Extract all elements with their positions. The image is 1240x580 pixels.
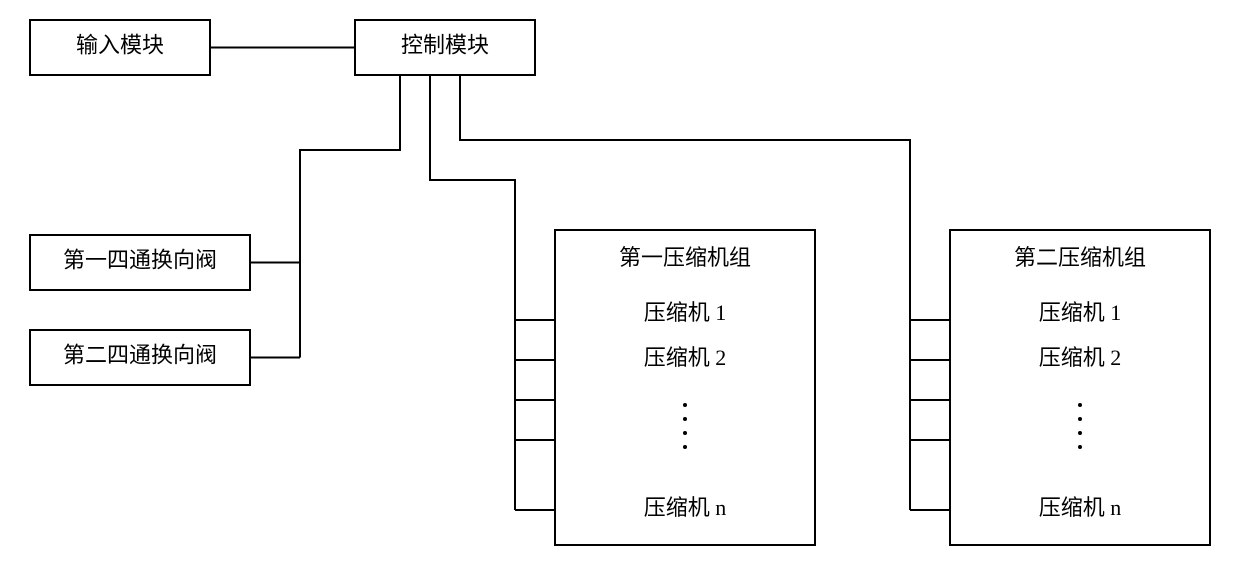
input-module-label: 输入模块 <box>76 33 164 58</box>
group1-line2: 压缩机 2 <box>644 345 727 370</box>
group1-dot <box>683 431 687 435</box>
wire-control-valve-trunk <box>300 75 400 358</box>
group1-dot <box>683 403 687 407</box>
group1-line1: 压缩机 1 <box>644 300 727 325</box>
group2-line2: 压缩机 2 <box>1039 345 1122 370</box>
group2-dot <box>1078 445 1082 449</box>
group1-linen: 压缩机 n <box>644 495 727 520</box>
group2-dot <box>1078 403 1082 407</box>
group1-dot <box>683 445 687 449</box>
group2-title: 第二压缩机组 <box>1014 245 1146 270</box>
group2-linen: 压缩机 n <box>1039 495 1122 520</box>
valve2-label: 第二四通换向阀 <box>63 343 217 368</box>
group1-dot <box>683 417 687 421</box>
group2-line1: 压缩机 1 <box>1039 300 1122 325</box>
control-module-label: 控制模块 <box>401 33 489 58</box>
valve1-label: 第一四通换向阀 <box>63 248 217 273</box>
group2-dot <box>1078 417 1082 421</box>
group2-dot <box>1078 431 1082 435</box>
group1-title: 第一压缩机组 <box>619 245 751 270</box>
